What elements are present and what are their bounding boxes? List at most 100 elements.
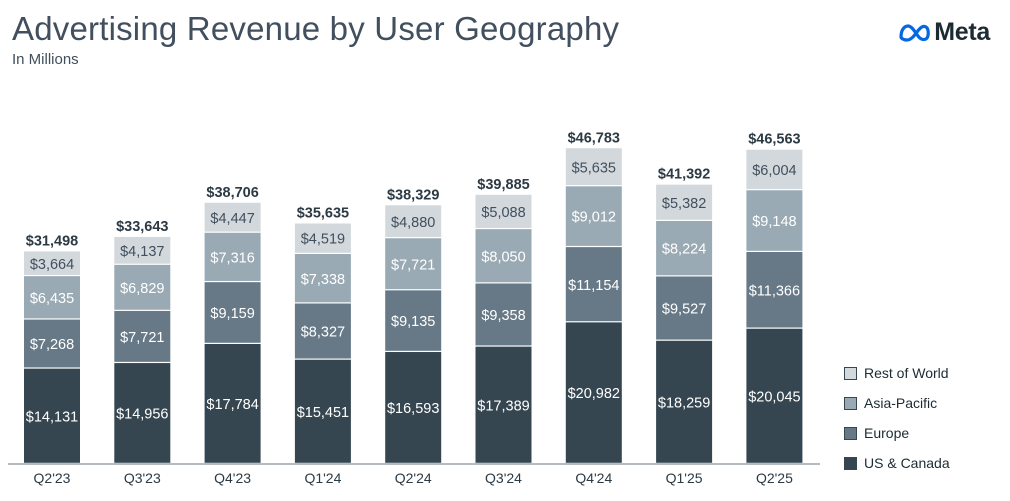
x-tick-label: Q2'23 xyxy=(34,470,71,486)
bar-value-label: $5,382 xyxy=(662,196,706,212)
bar-value-label: $5,088 xyxy=(481,205,525,221)
bar-segment-asia-pacific xyxy=(475,229,532,283)
bar-segment-europe xyxy=(746,252,803,328)
bar-segment-rest-of-world xyxy=(24,251,80,275)
bar-segment-europe xyxy=(385,290,442,351)
bar-segment-us-canada xyxy=(475,346,532,463)
legend-label: Asia-Pacific xyxy=(864,395,938,411)
legend-item-europe: Europe xyxy=(844,418,950,448)
bar-value-label: $16,593 xyxy=(387,401,439,417)
bar-value-label: $4,880 xyxy=(391,215,435,231)
legend-swatch xyxy=(844,366,857,380)
bar-segment-europe xyxy=(24,319,80,368)
bar-segment-europe xyxy=(656,276,713,340)
legend-item-us-canada: US & Canada xyxy=(844,448,950,478)
bar-segment-us-canada xyxy=(204,343,261,463)
bar-value-label: $3,664 xyxy=(30,257,74,273)
chart-legend: Rest of World Asia-Pacific Europe US & C… xyxy=(844,358,950,478)
bar-value-label: $7,268 xyxy=(30,337,74,353)
chart-subtitle: In Millions xyxy=(12,51,79,68)
bar-value-label: $9,012 xyxy=(572,210,616,226)
bar-value-label: $15,451 xyxy=(297,405,349,421)
bar-segment-europe xyxy=(114,310,171,362)
bar-value-label: $7,338 xyxy=(301,272,345,288)
bar-segment-us-canada xyxy=(24,368,80,463)
bar-value-label: $17,784 xyxy=(206,397,258,413)
chart-title: Advertising Revenue by User Geography xyxy=(12,10,620,47)
x-tick-label: Q4'23 xyxy=(214,470,251,486)
meta-logo-text: Meta xyxy=(934,18,990,46)
bar-segment-rest-of-world xyxy=(294,223,351,253)
bar-value-label: $7,721 xyxy=(391,257,435,273)
bar-segment-us-canada xyxy=(746,328,803,463)
bar-segment-europe xyxy=(294,303,351,359)
bar-value-label: $8,224 xyxy=(662,242,706,258)
legend-label: Europe xyxy=(864,425,910,441)
bar-total-label: $38,706 xyxy=(206,185,258,201)
bar-segment-rest-of-world xyxy=(475,194,532,228)
bar-segment-asia-pacific xyxy=(746,190,803,251)
bar-segment-us-canada xyxy=(565,322,622,463)
bar-value-label: $7,721 xyxy=(120,330,164,346)
bar-value-label: $20,045 xyxy=(748,389,800,405)
bar-total-label: $46,783 xyxy=(568,130,620,146)
bar-segment-europe xyxy=(204,282,261,343)
bar-segment-rest-of-world xyxy=(565,148,622,186)
bar-value-label: $17,389 xyxy=(477,398,529,414)
bar-value-label: $4,137 xyxy=(120,244,164,260)
bar-segment-asia-pacific xyxy=(385,238,442,290)
bar-total-label: $46,563 xyxy=(748,132,800,148)
legend-label: US & Canada xyxy=(864,455,950,471)
bar-segment-asia-pacific xyxy=(294,253,351,303)
legend-label: Rest of World xyxy=(864,365,949,381)
bar-segment-asia-pacific xyxy=(114,264,171,310)
bar-total-label: $39,885 xyxy=(477,177,529,193)
bar-value-label: $9,159 xyxy=(210,306,254,322)
legend-item-asia-pacific: Asia-Pacific xyxy=(844,388,950,418)
bar-value-label: $6,829 xyxy=(120,281,164,297)
bar-segment-rest-of-world xyxy=(114,236,171,264)
bar-segment-rest-of-world xyxy=(204,202,261,232)
x-tick-label: Q4'24 xyxy=(575,470,612,486)
bar-value-label: $9,358 xyxy=(481,308,525,324)
bar-value-label: $9,148 xyxy=(752,214,796,230)
bar-value-label: $8,327 xyxy=(301,325,345,341)
bar-value-label: $14,131 xyxy=(26,409,78,425)
bar-total-label: $31,498 xyxy=(26,233,78,249)
bar-value-label: $8,050 xyxy=(481,249,525,265)
bar-segment-europe xyxy=(565,247,622,322)
bar-value-label: $20,982 xyxy=(568,386,620,402)
legend-item-rest-of-world: Rest of World xyxy=(844,358,950,388)
bar-value-label: $6,004 xyxy=(752,163,796,179)
bar-total-label: $38,329 xyxy=(387,187,439,203)
legend-swatch xyxy=(844,456,857,470)
x-tick-label: Q2'24 xyxy=(395,470,432,486)
x-tick-label: Q1'25 xyxy=(666,470,703,486)
bar-segment-asia-pacific xyxy=(24,276,80,319)
legend-swatch xyxy=(844,396,857,410)
bar-segment-asia-pacific xyxy=(565,186,622,246)
legend-swatch xyxy=(844,426,857,440)
bar-value-label: $18,259 xyxy=(658,395,710,411)
meta-logo: Meta xyxy=(898,18,990,47)
bar-value-label: $11,154 xyxy=(568,278,619,294)
bar-segment-rest-of-world xyxy=(656,184,713,220)
bar-value-label: $9,527 xyxy=(662,302,706,318)
bar-total-label: $35,635 xyxy=(297,205,349,221)
meta-infinity-icon xyxy=(899,23,931,42)
bar-segment-us-canada xyxy=(385,352,442,463)
bar-segment-rest-of-world xyxy=(385,205,442,238)
x-tick-label: Q3'23 xyxy=(124,470,161,486)
bar-value-label: $14,956 xyxy=(116,407,168,423)
bar-segment-us-canada xyxy=(114,363,171,463)
bar-segment-us-canada xyxy=(294,359,351,463)
x-tick-label: Q3'24 xyxy=(485,470,522,486)
bar-segment-asia-pacific xyxy=(656,220,713,276)
bar-segment-rest-of-world xyxy=(746,149,803,190)
bar-segment-asia-pacific xyxy=(204,232,261,281)
bar-total-label: $33,643 xyxy=(116,219,168,235)
bar-value-label: $9,135 xyxy=(391,314,435,330)
bar-segment-us-canada xyxy=(656,340,713,463)
bar-value-label: $5,635 xyxy=(572,160,616,176)
